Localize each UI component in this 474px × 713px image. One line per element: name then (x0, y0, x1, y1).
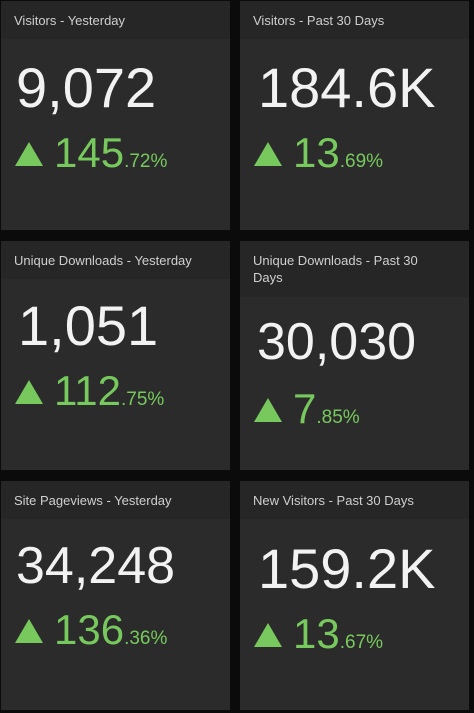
tile-visitors-past-30-days[interactable]: Visitors - Past 30 Days 184.6K 13 .69% (240, 1, 469, 230)
tile-visitors-yesterday[interactable]: Visitors - Yesterday 9,072 145 .72% (1, 1, 230, 230)
tile-title: Visitors - Yesterday (1, 1, 230, 39)
tile-title: Unique Downloads - Past 30 Days (240, 241, 469, 297)
triangle-up-icon (254, 142, 282, 166)
change-decimal: .67% (339, 632, 384, 653)
change-decimal: .36% (124, 628, 168, 649)
metric-value: 1,051 (18, 294, 159, 357)
change-integer: 13 (293, 129, 340, 176)
metric-change: 112 .75% (15, 370, 164, 412)
triangle-up-icon (254, 623, 282, 647)
metric-value: 30,030 (257, 313, 417, 371)
change-decimal: .72% (124, 151, 168, 172)
tile-title: Site Pageviews - Yesterday (1, 481, 230, 519)
tile-unique-downloads-yesterday[interactable]: Unique Downloads - Yesterday 1,051 112 .… (1, 241, 230, 470)
metric-value: 184.6K (258, 56, 436, 119)
metric-value: 159.2K (258, 537, 436, 600)
tile-title: Unique Downloads - Yesterday (1, 241, 230, 279)
metric-value: 34,248 (16, 537, 176, 595)
metric-value: 9,072 (16, 56, 157, 119)
tile-title: Visitors - Past 30 Days (240, 1, 469, 39)
metric-change: 13 .69% (254, 132, 383, 174)
change-decimal: .69% (339, 151, 384, 172)
triangle-up-icon (15, 619, 43, 643)
metric-change: 145 .72% (15, 132, 167, 174)
change-decimal: .75% (120, 389, 165, 410)
metric-change: 7 .85% (254, 388, 360, 430)
change-integer: 13 (293, 610, 340, 657)
tile-title: New Visitors - Past 30 Days (240, 481, 469, 519)
metric-change: 13 .67% (254, 613, 383, 655)
change-integer: 7 (293, 385, 317, 432)
change-integer: 112 (54, 367, 121, 414)
tile-new-visitors-past-30-days[interactable]: New Visitors - Past 30 Days 159.2K 13 .6… (240, 481, 469, 710)
triangle-up-icon (15, 142, 43, 166)
tile-site-pageviews-yesterday[interactable]: Site Pageviews - Yesterday 34,248 136 .3… (1, 481, 230, 710)
change-integer: 136 (54, 606, 125, 653)
triangle-up-icon (15, 380, 43, 404)
change-decimal: .85% (316, 407, 360, 428)
triangle-up-icon (254, 398, 282, 422)
tile-unique-downloads-past-30-days[interactable]: Unique Downloads - Past 30 Days 30,030 7… (240, 241, 469, 470)
metric-change: 136 .36% (15, 609, 167, 651)
change-integer: 145 (54, 129, 125, 176)
